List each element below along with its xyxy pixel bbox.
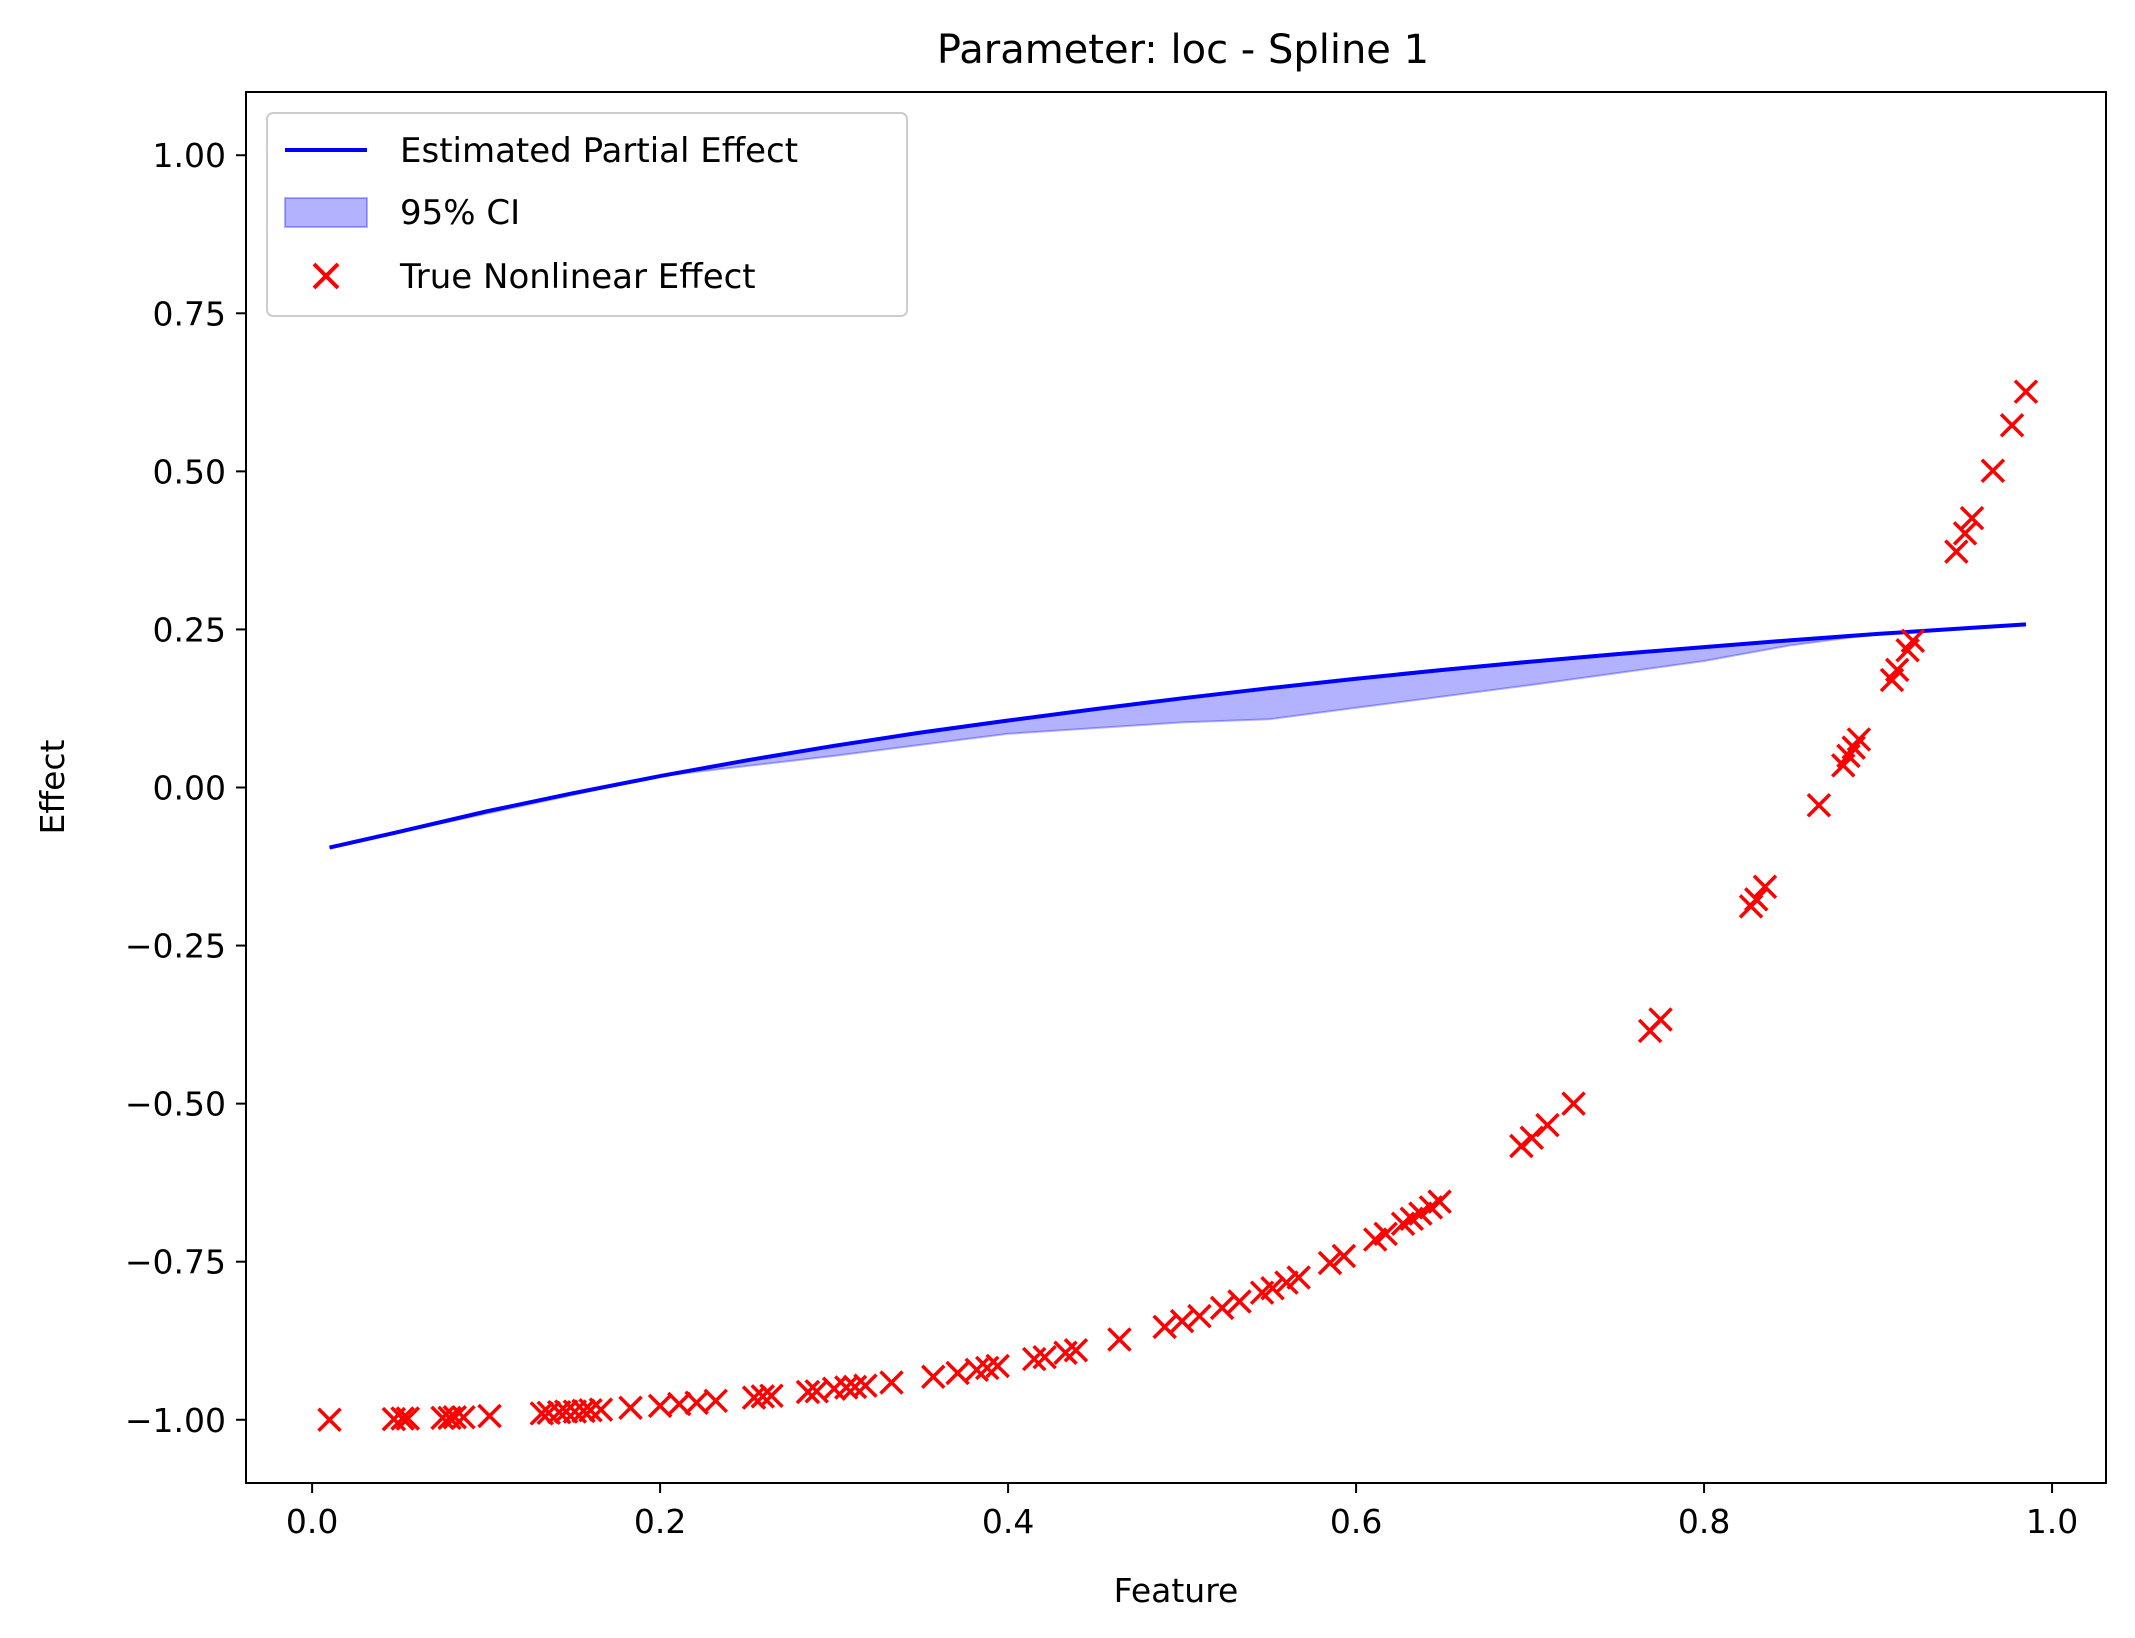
scatter-point [1152, 1314, 1177, 1340]
scatter-point [1169, 1308, 1195, 1334]
scatter-point [647, 1393, 673, 1419]
legend-scatter-swatch [312, 262, 340, 290]
y-tick-label: 1.00 [153, 136, 226, 175]
legend-band-swatch [284, 197, 368, 228]
scatter-point [750, 1384, 776, 1409]
scatter-point [1427, 1189, 1452, 1214]
scatter-point [1900, 628, 1926, 654]
scatter-point [834, 1375, 859, 1400]
scatter-point [1884, 657, 1910, 683]
x-axis: 0.0 0.2 0.4 0.6 0.8 1.0 [286, 1483, 2078, 1541]
scatter-point [1648, 1007, 1673, 1032]
y-axis: 1.00 0.75 0.50 0.25 0.00 −0.25 −0.50 −0.75 −1.00 [125, 136, 246, 1440]
y-tick-label: −0.25 [125, 927, 226, 966]
legend-label-line: Estimated Partial Effect [400, 131, 798, 171]
scatter-point [759, 1383, 784, 1408]
scatter-point [442, 1405, 468, 1430]
chart-title: Parameter: loc - Spline 1 [937, 27, 1429, 73]
y-tick-label: 0.50 [153, 452, 226, 491]
scatter-point [1535, 1112, 1560, 1138]
scatter-point [618, 1395, 643, 1420]
y-tick-label: 0.25 [153, 610, 226, 649]
scatter-point [1331, 1243, 1357, 1269]
scatter-point [1107, 1327, 1132, 1352]
legend-box [266, 112, 908, 317]
scatter-point [1944, 539, 1969, 564]
scatter-point [578, 1398, 603, 1423]
scatter-point [1752, 874, 1778, 900]
y-tick-label: 0.00 [153, 769, 226, 808]
scatter-point [945, 1360, 970, 1386]
y-tick-label: 0.75 [153, 294, 226, 333]
scatter-point [1846, 727, 1872, 752]
scatter-point [395, 1406, 421, 1431]
scatter-point [1980, 458, 2006, 483]
scatter-point [1274, 1270, 1299, 1295]
scatter-point [1744, 887, 1769, 912]
scatter-point [842, 1374, 868, 1400]
legend-label-scatter: True Nonlinear Effect [399, 257, 756, 297]
legend-label-band: 95% CI [400, 193, 520, 233]
scatter-point [684, 1390, 709, 1415]
x-tick-label: 1.0 [2026, 1502, 2078, 1541]
scatter-point [921, 1364, 946, 1390]
scatter-point [1999, 412, 2025, 438]
scatter-point [1959, 505, 1985, 531]
y-axis-label: Effect [33, 739, 72, 834]
y-tick-label: −1.00 [125, 1401, 226, 1440]
scatter-point [879, 1370, 904, 1395]
scatter-point [795, 1379, 821, 1405]
scatter-point [588, 1397, 614, 1422]
scatter-point [1187, 1303, 1212, 1329]
scatter-point [1260, 1276, 1285, 1301]
scatter-point [1286, 1265, 1311, 1290]
scatter-point [2013, 379, 2039, 404]
scatter-point [1209, 1295, 1235, 1321]
plot-clip-group [317, 379, 2039, 1433]
scatter-point [1063, 1337, 1089, 1363]
x-tick-label: 0.8 [1678, 1502, 1730, 1541]
legend: Estimated Partial Effect 95% CI True Non… [266, 112, 908, 317]
x-tick-label: 0.0 [286, 1502, 338, 1541]
x-tick-label: 0.4 [982, 1502, 1034, 1541]
scatter-point [1519, 1125, 1545, 1151]
scatter-point [1373, 1221, 1398, 1247]
scatter-point [390, 1406, 415, 1431]
x-tick-label: 0.6 [1330, 1502, 1382, 1541]
x-tick-label: 0.2 [634, 1502, 686, 1541]
scatter-point [703, 1388, 729, 1414]
scatter-point [451, 1405, 476, 1430]
scatter-point [1561, 1091, 1586, 1116]
y-tick-label: −0.50 [125, 1085, 226, 1124]
scatter-point [985, 1353, 1010, 1379]
scatter-point [1806, 792, 1832, 818]
scatter-point [1227, 1289, 1252, 1314]
scatter-point [853, 1373, 878, 1398]
plot-area [246, 92, 2106, 1483]
scatter-point [1032, 1344, 1057, 1370]
x-axis-label: Feature [1114, 1571, 1239, 1610]
scatter-point [1317, 1250, 1343, 1276]
scatter-point [477, 1403, 502, 1429]
estimated-effect-line [329, 622, 2027, 850]
y-tick-label: −0.75 [125, 1243, 226, 1282]
scatter-point [317, 1407, 342, 1433]
scatter-point [1952, 521, 1978, 546]
